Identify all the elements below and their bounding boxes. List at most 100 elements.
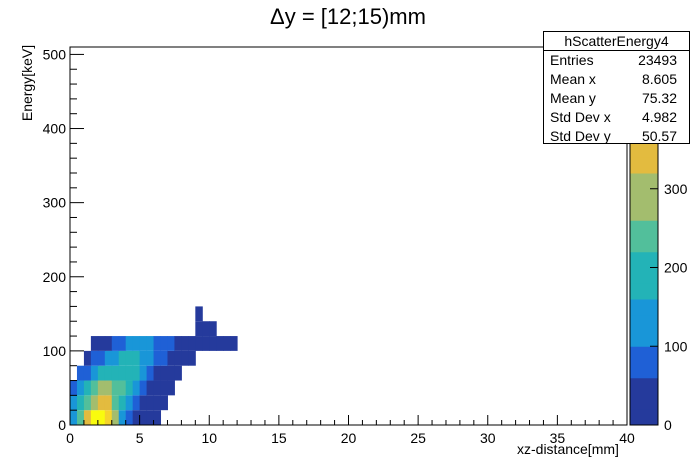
stats-std-y-label: Std Dev y xyxy=(550,128,611,144)
heatmap-cell xyxy=(167,365,175,381)
heatmap-cell xyxy=(153,410,162,425)
heatmap-cell xyxy=(223,336,231,351)
heatmap-cell xyxy=(188,350,196,366)
stats-std-x-label: Std Dev x xyxy=(550,109,611,125)
colorbar-segment xyxy=(630,173,658,190)
heatmap-cell xyxy=(195,306,203,322)
heatmap-cell xyxy=(125,350,134,366)
heatmap-cell xyxy=(202,336,210,351)
heatmap-cell xyxy=(70,395,78,411)
colorbar-tick-label: 100 xyxy=(664,338,688,354)
colorbar-tick-label: 300 xyxy=(664,181,688,197)
colorbar-segment xyxy=(630,157,658,174)
heatmap-cell xyxy=(188,336,196,351)
heatmap-cell xyxy=(118,350,127,366)
heatmap-cell xyxy=(132,395,141,411)
heatmap-cell xyxy=(160,395,168,411)
heatmap-cell xyxy=(139,336,148,351)
colorbar-segment xyxy=(630,346,658,363)
heatmap-cell xyxy=(132,410,141,425)
heatmap-cell xyxy=(153,365,162,381)
x-axis-label: xz-distance[mm] xyxy=(517,441,619,457)
stats-mean-x-value: 8.605 xyxy=(641,71,677,87)
heatmap-cell xyxy=(111,410,120,425)
stats-histogram-name: hScatterEnergy4 xyxy=(544,32,689,51)
heatmap-cell xyxy=(90,350,99,366)
heatmap-cell xyxy=(111,380,120,396)
stats-mean-x-label: Mean x xyxy=(550,71,596,87)
heatmap-cell xyxy=(90,336,99,351)
heatmap-cell xyxy=(97,410,106,425)
heatmap-cell xyxy=(153,336,162,351)
colorbar-segment xyxy=(630,220,658,237)
heatmap-cell xyxy=(139,350,148,366)
heatmap-cell xyxy=(90,395,99,411)
heatmap-cell xyxy=(118,365,127,381)
heatmap-cell xyxy=(97,336,106,351)
stats-entries-label: Entries xyxy=(550,52,594,68)
heatmap-cell xyxy=(125,380,134,396)
colorbar-tick-label: 200 xyxy=(664,260,688,276)
y-tick-label: 400 xyxy=(43,121,67,137)
x-tick-label: 5 xyxy=(136,430,144,446)
chart-title: Δy = [12;15)mm xyxy=(270,4,426,29)
heatmap-cell xyxy=(139,380,148,396)
heatmap-cell xyxy=(132,365,141,381)
heatmap-cell xyxy=(83,350,92,366)
colorbar-tick-label: 0 xyxy=(664,417,672,433)
y-tick-label: 100 xyxy=(43,343,67,359)
heatmap-cell xyxy=(111,395,120,411)
heatmap-cell xyxy=(104,336,113,351)
heatmap-cell xyxy=(209,336,217,351)
heatmap-cell xyxy=(174,365,182,381)
y-tick-label: 500 xyxy=(43,46,67,62)
heatmap-cell xyxy=(181,336,189,351)
heatmap-cell xyxy=(76,365,85,381)
heatmap-cell xyxy=(160,336,168,351)
x-tick-label: 30 xyxy=(480,430,496,446)
colorbar-segment xyxy=(630,251,658,268)
colorbar-segment xyxy=(630,409,658,426)
heatmap-cell xyxy=(104,395,113,411)
heatmap-cell xyxy=(104,350,113,366)
heatmap-cell xyxy=(118,380,127,396)
colorbar-segment xyxy=(630,283,658,300)
heatmap-cell xyxy=(146,365,155,381)
heatmap-cell xyxy=(104,380,113,396)
y-tick-label: 200 xyxy=(43,269,67,285)
heatmap-cell xyxy=(125,410,134,425)
stats-row-std-x: Std Dev x 4.982 xyxy=(544,108,689,127)
heatmap-cell xyxy=(195,321,203,337)
heatmap-cell xyxy=(83,365,92,381)
colorbar-segment xyxy=(630,204,658,221)
y-axis-label: Energy[keV] xyxy=(19,44,35,122)
heatmap-cell xyxy=(146,336,155,351)
heatmap-cell xyxy=(230,336,238,351)
heatmap-cell xyxy=(97,350,106,366)
heatmap-cell xyxy=(83,380,92,396)
x-tick-label: 10 xyxy=(201,430,217,446)
heatmap-cell xyxy=(76,410,85,425)
heatmap-cell xyxy=(146,350,155,366)
stats-entries-value: 23493 xyxy=(638,52,677,68)
heatmap-cell xyxy=(111,350,120,366)
heatmap-cell xyxy=(153,395,162,411)
heatmap-cell xyxy=(83,410,92,425)
heatmap-cell xyxy=(118,336,127,351)
heatmap-cell xyxy=(70,380,78,396)
heatmap-cell xyxy=(167,350,175,366)
colorbar-segment xyxy=(630,362,658,379)
x-tick-label: 25 xyxy=(410,430,426,446)
stats-std-y-value: 50.57 xyxy=(641,128,677,144)
x-tick-label: 35 xyxy=(550,430,566,446)
heatmap-cell xyxy=(167,336,175,351)
heatmap-cell xyxy=(132,380,141,396)
x-tick-label: 15 xyxy=(271,430,287,446)
heatmap-cell xyxy=(153,380,162,396)
heatmap-cell xyxy=(174,336,182,351)
heatmap-cell xyxy=(104,410,113,425)
stats-row-mean-x: Mean x 8.605 xyxy=(544,70,689,89)
heatmap-cell xyxy=(153,350,162,366)
stats-row-entries: Entries 23493 xyxy=(544,51,689,70)
